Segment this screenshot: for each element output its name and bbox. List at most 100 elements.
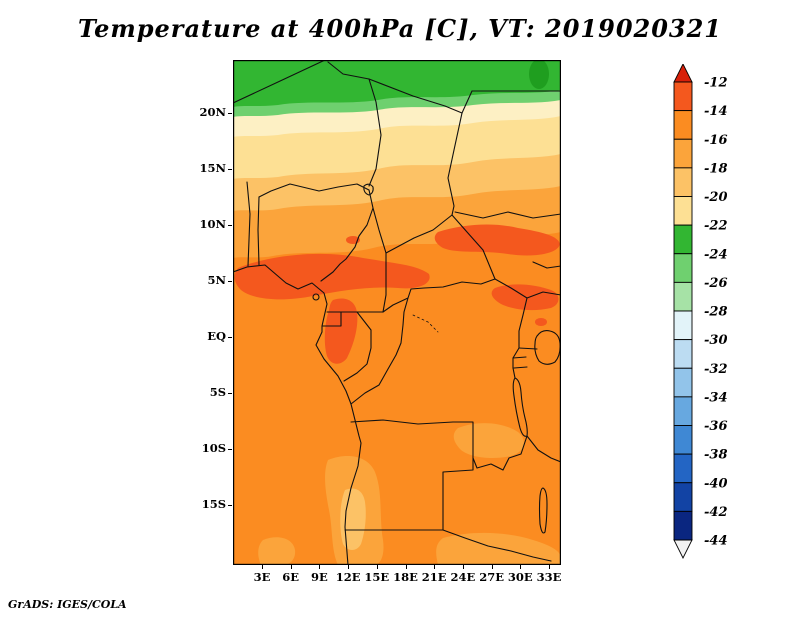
x-tick-mark [549, 565, 550, 569]
y-tick-label: 5S [209, 385, 226, 399]
x-tick-mark [434, 565, 436, 569]
lake-victoria [534, 330, 561, 365]
border-congo-drc-river [350, 324, 404, 405]
y-tick-label: 10S [201, 441, 226, 455]
border-car-south-sudan [451, 214, 496, 280]
border-cameroon-car [382, 252, 387, 313]
lake-chad [363, 183, 374, 196]
temperature-map [232, 59, 562, 566]
border-chad-car [372, 207, 453, 254]
cool-patch-bottom-left [258, 537, 296, 565]
border-nigeria-north [258, 183, 370, 198]
country-borders [232, 59, 562, 566]
border-benin-togo [246, 181, 260, 267]
colorbar-segment [673, 110, 693, 140]
x-tick-mark [319, 565, 321, 569]
cool-patch-bottom-right [436, 532, 561, 565]
colorbar-segment [673, 167, 693, 197]
colorbar-segment [673, 196, 693, 226]
border-uganda-rwanda-burundi [512, 347, 538, 369]
border-car-drc [402, 278, 496, 326]
colorbar-segment [673, 396, 693, 426]
colorbar-label: -32 [704, 362, 728, 377]
x-tick-label: 6E [282, 570, 300, 584]
green-dark-patch [529, 59, 549, 89]
border-ethiopia-kenya [532, 261, 562, 269]
border-drc-angola [344, 419, 474, 531]
colorbar-svg: -12 -14 -16 -18 -20 -22 -24 -26 -28 -30 -32 -34 -36 -… [673, 62, 728, 560]
colorbar-label: -28 [704, 305, 728, 320]
y-tick-label: EQ [207, 329, 226, 343]
y-tick-label: 5N [207, 273, 226, 287]
colorbar-segment [673, 510, 693, 541]
warm-blob-gabon [324, 298, 358, 364]
colorbar-segment [673, 425, 693, 455]
colorbar-segment [673, 310, 693, 341]
river-dashes [412, 314, 439, 333]
colorbar-segment [673, 224, 693, 255]
colorbar: -12 -14 -16 -18 -20 -22 -24 -26 -28 -30 -32 -34 -36 -… [672, 62, 797, 564]
x-tick-mark [262, 565, 263, 569]
colorbar-label: -26 [704, 276, 728, 291]
y-tick-mark [228, 169, 232, 170]
border-cameroon-south [321, 311, 384, 327]
bioko-island [312, 293, 320, 301]
colorbar-label: -22 [704, 219, 728, 234]
colorbar-arrow-bottom [673, 539, 693, 560]
colorbar-label: -16 [704, 133, 728, 148]
x-tick-label: 3E [253, 570, 271, 584]
temperature-field [233, 59, 561, 565]
y-tick-label: 15S [201, 497, 226, 511]
warm-blob-east-north [434, 224, 560, 256]
y-tick-mark [228, 449, 232, 450]
y-tick-label: 10N [199, 217, 226, 231]
colorbar-label: -24 [704, 247, 728, 262]
x-tick-label: 33E [536, 570, 562, 584]
band-green [233, 60, 561, 107]
border-gabon-congo [343, 311, 372, 382]
colorbar-segment [673, 367, 693, 398]
y-tick-label: 20N [199, 105, 226, 119]
y-tick-label: 15N [199, 161, 226, 175]
border-chad-libya [368, 78, 463, 114]
x-tick-label: 24E [450, 570, 476, 584]
x-tick-label: 9E [311, 570, 328, 584]
x-tick-mark [491, 565, 493, 569]
x-tick-label: 27E [479, 570, 504, 584]
y-tick-mark [228, 337, 232, 338]
x-tick-label: 15E [364, 570, 390, 584]
y-tick-mark [228, 225, 232, 226]
plot-title: Temperature at 400hPa [C], VT: 201902032… [77, 14, 723, 43]
x-tick-mark [462, 565, 464, 569]
colorbar-segment [673, 138, 693, 169]
credit-text: GrADS: IGES/COLA [8, 598, 127, 611]
x-tick-mark [520, 565, 522, 569]
colorbar-label: -40 [704, 476, 728, 491]
colorbar-label: -30 [704, 333, 728, 348]
y-tick-mark [228, 393, 232, 394]
border-egypt-sudan [461, 90, 562, 114]
colorbar-label: -36 [704, 419, 728, 434]
x-tick-mark [405, 565, 407, 569]
y-tick-mark [228, 113, 232, 114]
colorbar-label: -38 [704, 448, 728, 463]
lake-malawi [538, 487, 548, 534]
warm-blob-central [234, 253, 430, 300]
cool-patch-east [453, 423, 524, 458]
x-tick-label: 21E [421, 570, 447, 584]
coastline [232, 264, 362, 566]
y-tick-mark [228, 505, 232, 506]
x-tick-label: 18E [393, 570, 418, 584]
colorbar-label: -44 [704, 534, 728, 549]
x-tick-label: 30E [507, 570, 533, 584]
x-tick-mark [376, 565, 378, 569]
colorbar-label: -18 [704, 161, 728, 176]
colorbar-label: -42 [704, 505, 728, 520]
border-zambezi [442, 529, 552, 562]
border-chad-sudan [447, 112, 463, 216]
border-drc-zambia-tanzania [472, 435, 562, 471]
colorbar-label: -34 [704, 390, 728, 405]
border-nigeria-cameroon [320, 189, 374, 282]
colorbar-label: -20 [704, 190, 728, 205]
